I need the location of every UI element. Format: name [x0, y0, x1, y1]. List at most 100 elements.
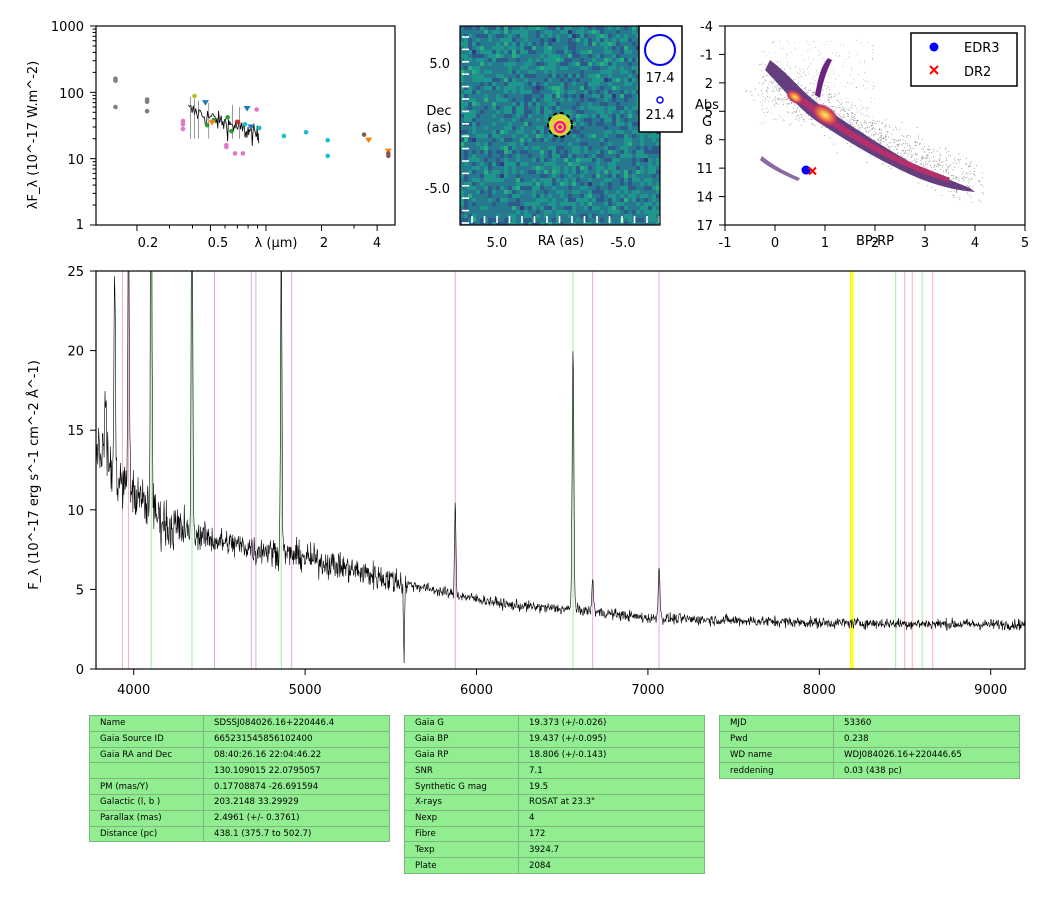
sky-pixel: [588, 78, 593, 83]
cmd-field-star: [952, 162, 954, 164]
sky-pixel: [488, 62, 493, 67]
sky-pixel: [516, 170, 521, 175]
sky-pixel: [624, 182, 629, 187]
sky-pixel: [496, 30, 501, 35]
sky-pixel: [504, 110, 509, 115]
sky-pixel: [580, 154, 585, 159]
sed-point: [243, 106, 251, 112]
table-value: 19.373 (+/-0.026): [518, 715, 705, 732]
cmd-field-star: [958, 161, 960, 163]
sky-pixel: [616, 90, 621, 95]
cmd-field-star: [791, 103, 792, 104]
cmd-field-star: [810, 63, 811, 65]
cmd-field-star: [968, 194, 971, 196]
sky-pixel: [632, 130, 637, 135]
cmd-field-star: [965, 176, 967, 178]
cmd-field-star: [937, 165, 939, 167]
sky-pixel: [528, 158, 533, 163]
sky-pixel: [532, 94, 537, 99]
sky-pixel: [532, 50, 537, 55]
info-table-photometry: Gaia G 19.373 (+/-0.026) Gaia BP 19.437 (+…: [404, 715, 705, 874]
sky-pixel: [588, 186, 593, 191]
sky-pixel: [484, 26, 489, 31]
cmd-field-star: [953, 196, 955, 198]
sky-pixel: [560, 42, 565, 47]
cmd-field-star: [798, 114, 800, 116]
sky-pixel: [596, 166, 601, 171]
sky-pixel: [460, 202, 465, 207]
sky-pixel: [556, 46, 561, 51]
cmd-field-star: [912, 147, 914, 149]
sky-pixel: [620, 86, 625, 91]
sky-pixel: [592, 110, 597, 115]
sky-pixel: [632, 102, 637, 107]
cmd-field-star: [975, 164, 978, 166]
table-row: SNR 7.1: [404, 762, 705, 780]
cmd-field-star: [759, 122, 761, 124]
sky-pixel: [480, 142, 485, 147]
cmd-field-star: [846, 142, 848, 145]
sky-pixel: [520, 134, 525, 139]
sky-pixel: [608, 150, 613, 155]
cmd-field-star: [806, 91, 808, 93]
sky-pixel: [588, 134, 593, 139]
sky-pixel: [572, 66, 577, 71]
cmd-field-star: [896, 145, 898, 147]
sky-pixel: [592, 118, 597, 123]
sky-pixel: [504, 170, 509, 175]
sky-pixel: [472, 130, 477, 135]
sky-pixel: [524, 202, 529, 207]
cmd-field-star: [954, 158, 956, 160]
sky-pixel: [496, 158, 501, 163]
sky-pixel: [512, 102, 517, 107]
sky-pixel: [472, 174, 477, 179]
sky-pixel: [472, 90, 477, 95]
sky-pixel: [612, 194, 617, 199]
sky-pixel: [492, 166, 497, 171]
sky-pixel: [628, 86, 633, 91]
sky-pixel: [564, 206, 569, 211]
cmd-field-star: [884, 137, 886, 139]
cmd-field-star: [819, 52, 821, 54]
cmd-field-star: [916, 126, 918, 129]
sky-pixel: [544, 26, 549, 31]
sky-pixel: [500, 110, 505, 115]
sky-pixel: [596, 98, 601, 103]
table-row: Texp 3924.7: [404, 841, 705, 859]
sky-pixel: [600, 70, 605, 75]
sky-pixel: [584, 206, 589, 211]
sky-pixel: [468, 198, 473, 203]
sky-pixel: [568, 50, 573, 55]
sky-pixel: [652, 210, 657, 215]
sky-pixel: [476, 174, 481, 179]
cmd-field-star: [849, 120, 851, 122]
cmd-field-star: [922, 164, 925, 166]
sky-pixel: [488, 190, 493, 195]
sky-pixel: [628, 46, 633, 51]
sky-pixel: [520, 190, 525, 195]
sky-pixel: [572, 150, 577, 155]
sky-pixel: [656, 190, 660, 195]
cmd-field-star: [853, 116, 855, 118]
cmd-field-star: [827, 86, 829, 88]
sky-pixel: [628, 74, 633, 79]
sky-pixel: [516, 190, 521, 195]
sky-pixel: [496, 46, 501, 51]
sky-pixel: [500, 218, 505, 223]
sky-pixel: [640, 146, 645, 151]
cmd-field-star: [784, 97, 786, 99]
sky-pixel: [648, 218, 653, 223]
cmd-field-star: [800, 75, 803, 77]
sky-pixel: [464, 182, 469, 187]
sky-pixel: [496, 218, 501, 223]
sky-pixel: [548, 38, 553, 43]
cmd-field-star: [842, 116, 844, 118]
cmd-field-star: [964, 177, 966, 179]
sky-pixel: [560, 146, 565, 151]
sky-pixel: [464, 162, 469, 167]
cmd-field-star: [842, 45, 844, 47]
sky-pixel: [536, 178, 541, 183]
cmd-field-star: [847, 101, 849, 103]
sky-pixel: [504, 202, 509, 207]
sky-pixel: [536, 106, 541, 111]
